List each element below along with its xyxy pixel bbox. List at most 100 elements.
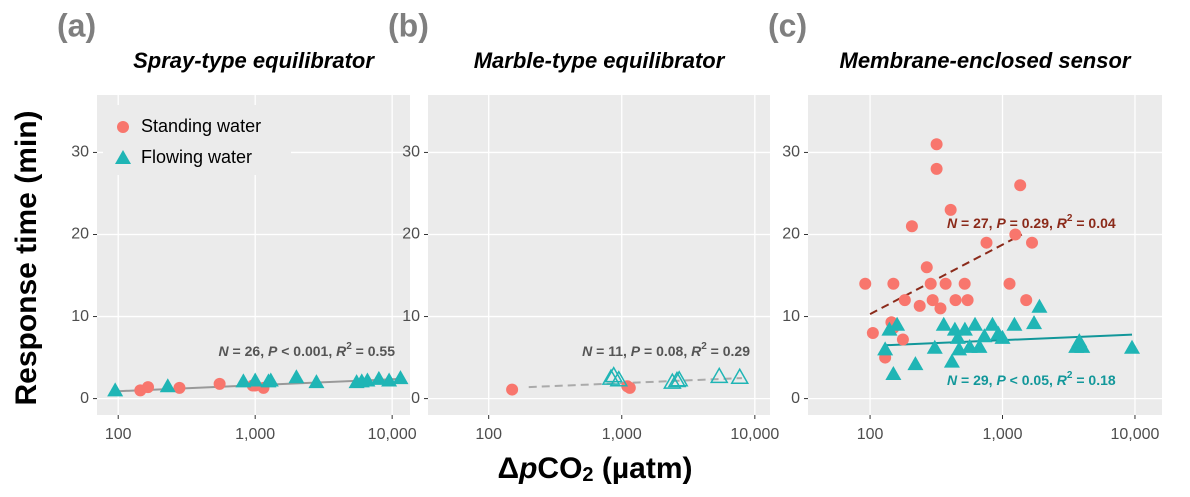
annotation-part: 2 [1067,370,1073,381]
panel-background [428,95,770,415]
point [866,326,879,339]
point [994,329,1011,344]
point [980,236,993,249]
point [949,329,966,344]
panel-title: Marble-type equilibrator [474,48,726,73]
point [944,203,957,216]
annotation-part: R [336,343,347,359]
fit-line [885,333,1133,347]
legend-label: Standing water [141,116,261,136]
point [1026,315,1043,330]
point [958,277,971,290]
point [142,381,155,394]
legend-marker [117,121,129,133]
point [984,316,1001,331]
point [887,277,900,290]
y-tick-label: 0 [80,390,89,407]
y-tick-label: 20 [782,226,800,243]
y-tick-label: 10 [782,308,800,325]
annotation-part: P [996,215,1006,231]
point [939,277,952,290]
x-axis-label-part: (µatm) [594,452,693,485]
point [663,372,682,389]
annotation-part: P [996,372,1006,388]
y-tick-label: 30 [402,144,420,161]
annotation-part: = 29, [957,372,996,388]
point [107,382,124,397]
point [907,356,924,371]
point [956,321,973,336]
point [885,365,902,380]
annotation: N = 29, P < 0.05, R2 = 0.18 [947,370,1116,388]
x-tick-label: 10,000 [368,426,417,443]
point [1074,338,1091,353]
point [609,370,629,387]
annotation-part: < 0.001, [277,343,336,359]
annotation-part: = 11, [592,343,631,359]
panel-background [808,95,1162,415]
annotation-part: P [631,343,641,359]
point [173,381,186,394]
point [1031,298,1048,313]
x-axis-label-part: p [518,452,537,485]
annotation-part: 2 [701,341,707,352]
y-tick-label: 20 [71,226,89,243]
point [926,294,939,307]
y-tick-label: 0 [791,390,800,407]
y-axis-label: Response time (min) [10,110,43,405]
point [930,138,943,151]
annotation-part: 2 [346,341,352,352]
legend-label: Flowing water [141,147,252,167]
annotation-part: < 0.05, [1006,372,1057,388]
y-tick-label: 30 [71,144,89,161]
point [913,299,926,312]
legend-marker [115,150,131,164]
point [1014,179,1027,192]
annotation-part: = 0.29 [707,343,750,359]
annotation-part: R [691,343,702,359]
point [235,373,252,388]
point [949,294,962,307]
annotation-part: = 0.08, [640,343,691,359]
fit-line [528,377,742,389]
y-tick-label: 20 [402,226,420,243]
x-tick-label: 10,000 [730,426,779,443]
annotation-part: = 0.29, [1006,215,1057,231]
y-tick-label: 10 [402,308,420,325]
point [1006,316,1023,331]
legend-box [103,105,291,175]
point [213,377,226,390]
annotation: N = 26, P < 0.001, R2 = 0.55 [219,341,396,359]
annotation-part: N [219,343,230,359]
point [370,370,387,385]
annotation-part: R [1057,372,1068,388]
point [669,370,689,387]
point [709,366,729,384]
x-axis-label: ΔpCO2 (µatm) [498,452,693,486]
annotation-part: N [947,215,958,231]
x-tick-label: 1,000 [982,426,1022,443]
x-tick-label: 100 [475,426,502,443]
x-tick-label: 1,000 [602,426,642,443]
annotation-part: = 27, [957,215,996,231]
point [506,383,519,396]
point [898,294,911,307]
point [905,220,918,233]
x-tick-label: 100 [857,426,884,443]
annotation-part: = 0.18 [1072,372,1115,388]
point [967,316,984,331]
point [971,338,988,353]
point [889,316,906,331]
point [930,162,943,175]
y-tick-label: 10 [71,308,89,325]
annotation-part: R [1057,215,1068,231]
point [1124,339,1141,354]
point [943,353,960,368]
x-tick-label: 10,000 [1110,426,1159,443]
annotation: N = 11, P = 0.08, R2 = 0.29 [582,341,750,359]
x-tick-label: 1,000 [235,426,275,443]
point [924,277,937,290]
annotation-part: P [268,343,278,359]
x-axis-label-part: CO [537,452,582,485]
